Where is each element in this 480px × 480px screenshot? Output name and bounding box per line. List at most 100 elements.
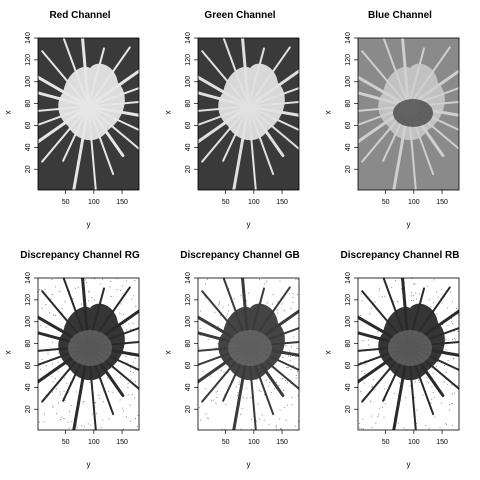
noise-speck (137, 414, 139, 416)
noise-speck (454, 337, 456, 339)
noise-speck (82, 402, 84, 404)
noise-speck (129, 404, 131, 406)
noise-speck (414, 283, 416, 285)
noise-speck (410, 292, 412, 294)
noise-speck (68, 427, 70, 429)
noise-speck (384, 403, 386, 405)
noise-speck (434, 416, 436, 418)
noise-speck (205, 388, 207, 390)
noise-speck (445, 422, 447, 424)
noise-speck (223, 371, 225, 373)
noise-speck (359, 315, 361, 317)
noise-speck (125, 355, 127, 357)
noise-speck (399, 382, 401, 384)
noise-speck (220, 370, 222, 372)
x-tick-label: 50 (382, 439, 390, 446)
noise-speck (215, 347, 217, 349)
y-tick-label: 140 (345, 32, 352, 44)
x-tick-label: 50 (222, 199, 230, 206)
plot-image (198, 38, 299, 190)
noise-speck (208, 338, 210, 340)
noise-speck (133, 295, 135, 297)
noise-speck (451, 403, 453, 405)
noise-speck (215, 402, 217, 404)
noise-speck (220, 315, 222, 317)
noise-speck (431, 398, 433, 400)
noise-speck (291, 404, 293, 406)
noise-speck (367, 339, 369, 341)
noise-speck (83, 401, 85, 403)
noise-speck (199, 327, 201, 329)
noise-speck (132, 372, 134, 374)
noise-speck (279, 409, 281, 411)
noise-speck (296, 371, 298, 373)
cell-shadow (393, 99, 433, 127)
noise-speck (457, 330, 459, 332)
noise-speck (436, 360, 438, 362)
noise-speck (119, 399, 121, 401)
noise-speck (450, 318, 452, 320)
axes-layer: 50 100 150 20 40 60 80 100 120 140 (25, 272, 140, 446)
noise-speck (52, 407, 54, 409)
noise-speck (80, 303, 82, 305)
x-tick-label: 150 (116, 439, 128, 446)
plot-frame (197, 277, 300, 431)
noise-speck (60, 418, 62, 420)
noise-speck (238, 383, 240, 385)
noise-speck (251, 428, 253, 430)
noise-speck (433, 302, 435, 304)
y-axis-label: x (323, 350, 333, 355)
y-tick-label: 60 (345, 121, 352, 129)
noise-speck (137, 426, 139, 428)
noise-speck (51, 405, 53, 407)
y-tick-label: 40 (25, 383, 32, 391)
x-tick-label: 100 (408, 199, 420, 206)
x-tick-label: 100 (408, 439, 420, 446)
noise-speck (371, 427, 373, 429)
axes-layer: 50 100 150 20 40 60 80 100 120 140 (345, 32, 460, 206)
noise-speck (112, 391, 114, 393)
y-tick-label: 60 (185, 361, 192, 369)
noise-speck (119, 376, 121, 378)
noise-speck (405, 397, 407, 399)
noise-speck (427, 285, 429, 287)
noise-speck (364, 373, 366, 375)
noise-speck (439, 427, 441, 429)
noise-speck (121, 354, 123, 356)
noise-speck (395, 280, 397, 282)
chart-panel: Discrepancy Channel RG 50 100 150 20 40 60 80 10… (0, 240, 160, 480)
noise-speck (47, 351, 49, 353)
noise-speck (362, 340, 364, 342)
noise-speck (57, 402, 59, 404)
noise-speck (217, 390, 219, 392)
noise-speck (134, 280, 136, 282)
noise-speck (282, 356, 284, 358)
noise-speck (451, 321, 453, 323)
noise-speck (40, 324, 42, 326)
cell-body (218, 63, 285, 141)
x-tick-label: 150 (116, 199, 128, 206)
noise-speck (52, 341, 54, 343)
noise-speck (378, 287, 380, 289)
noise-speck (279, 418, 281, 420)
noise-speck (116, 289, 118, 291)
y-axis-label: x (3, 110, 13, 115)
image-canvas (198, 38, 299, 190)
noise-speck (444, 364, 446, 366)
noise-speck (263, 419, 265, 421)
noise-speck (68, 410, 70, 412)
noise-speck (411, 295, 413, 297)
noise-speck (290, 307, 292, 309)
noise-speck (260, 390, 262, 392)
y-tick-label: 100 (25, 76, 32, 88)
noise-speck (130, 328, 132, 330)
noise-speck (63, 390, 65, 392)
x-axis-label: y (86, 220, 91, 229)
noise-speck (283, 310, 285, 312)
noise-speck (40, 289, 42, 291)
noise-speck (401, 288, 403, 290)
noise-speck (61, 416, 63, 418)
noise-speck (200, 310, 202, 312)
noise-speck (100, 427, 102, 429)
noise-speck (403, 427, 405, 429)
